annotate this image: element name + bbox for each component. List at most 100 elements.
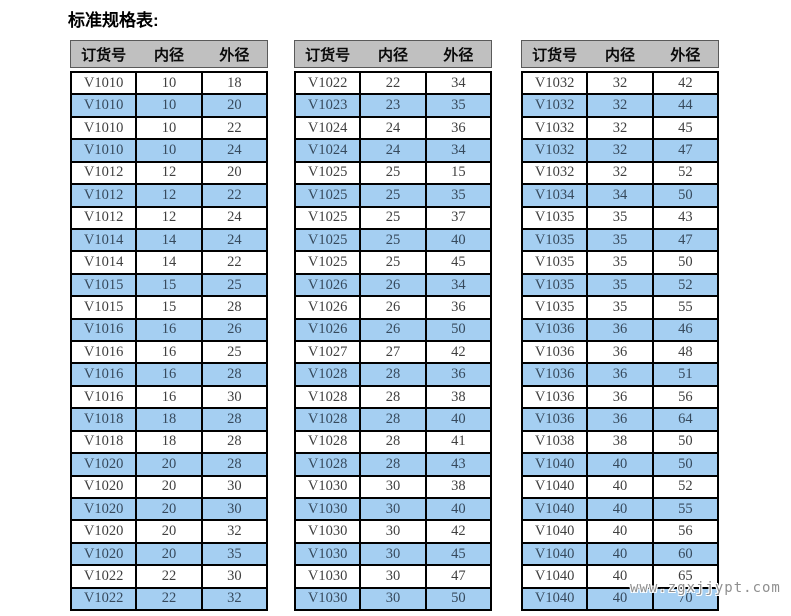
cell-outer-diameter: 47 — [451, 567, 466, 584]
cell-inner-diameter: 40 — [588, 521, 654, 542]
cell-order-no: V1028 — [296, 431, 362, 453]
cell-order-no: V1032 — [523, 73, 589, 94]
table-row: V1022 22 30 — [72, 566, 266, 589]
cell-order-no: V1040 — [523, 454, 589, 475]
cell-order-no: V1036 — [523, 364, 589, 385]
table-row: V1023 23 35 — [296, 95, 490, 118]
table-row: V1034 34 50 — [523, 185, 717, 208]
cell-order-no: V1035 — [523, 229, 589, 251]
cell-inner-diameter: 14 — [137, 229, 203, 251]
cell-order-no: V1022 — [72, 566, 138, 587]
cell-inner-diameter: 12 — [137, 207, 203, 228]
cell-outer-diameter: 44 — [678, 97, 693, 114]
column-header: 订货号 — [305, 47, 351, 64]
cell-inner-diameter: 24 — [361, 140, 427, 161]
cell-inner-diameter: 36 — [588, 409, 654, 430]
cell-outer-diameter: 22 — [227, 254, 242, 271]
cell-inner-diameter: 32 — [588, 95, 654, 116]
cell-order-no: V1036 — [523, 342, 589, 363]
table-row: V1025 25 40 — [296, 229, 490, 253]
table-row: V1010 10 22 — [72, 117, 266, 141]
table-row: V1018 18 28 — [72, 409, 266, 432]
cell-order-no: V1024 — [296, 117, 362, 139]
cell-outer-diameter: 35 — [451, 97, 466, 114]
table-row: V1035 35 43 — [523, 207, 717, 230]
cell-inner-diameter: 16 — [137, 386, 203, 408]
table-row: V1040 40 52 — [523, 476, 717, 500]
column-header: 内径 — [153, 47, 184, 64]
table-row: V1030 30 40 — [296, 499, 490, 522]
cell-order-no: V1020 — [72, 543, 138, 565]
table-row: V1036 36 46 — [523, 319, 717, 343]
table-row: V1025 25 45 — [296, 252, 490, 275]
cell-inner-diameter: 32 — [588, 73, 654, 94]
cell-outer-diameter: 20 — [227, 164, 242, 181]
watermark-text: www.zgxjjypt.com — [630, 580, 781, 596]
cell-outer-diameter: 24 — [227, 231, 242, 248]
cell-outer-diameter: 46 — [678, 321, 693, 338]
cell-outer-diameter: 35 — [227, 545, 242, 562]
cell-outer-diameter: 50 — [678, 186, 693, 203]
cell-outer-diameter: 34 — [451, 74, 466, 91]
cell-inner-diameter: 16 — [137, 364, 203, 385]
cell-order-no: V1018 — [72, 409, 138, 430]
column-header: 内径 — [377, 47, 408, 64]
cell-outer-diameter: 38 — [451, 478, 466, 495]
table-row: V1026 26 34 — [296, 274, 490, 298]
cell-outer-diameter: 30 — [227, 388, 242, 405]
table-header-row: 订货号 内径 外径 — [521, 40, 719, 68]
cell-order-no: V1012 — [72, 207, 138, 228]
spec-table-1: 订货号 内径 外径 V1010 10 18 V1010 10 20 V1010 10 22 V1010 1… — [70, 40, 268, 611]
cell-inner-diameter: 26 — [361, 274, 427, 296]
cell-inner-diameter: 28 — [361, 409, 427, 430]
table-row: V1028 28 38 — [296, 386, 490, 410]
cell-outer-diameter: 40 — [451, 231, 466, 248]
table-row: V1036 36 64 — [523, 409, 717, 432]
column-header: 内径 — [604, 47, 635, 64]
cell-outer-diameter: 60 — [678, 545, 693, 562]
cell-outer-diameter: 32 — [227, 523, 242, 540]
table-body: V1032 32 42 V1032 32 44 V1032 32 45 V1032 32 47 V103… — [521, 71, 719, 611]
cell-order-no: V1040 — [523, 499, 589, 520]
cell-inner-diameter: 35 — [588, 207, 654, 228]
cell-order-no: V1010 — [72, 95, 138, 116]
cell-outer-diameter: 55 — [678, 298, 693, 315]
table-row: V1010 10 18 — [72, 73, 266, 96]
cell-outer-diameter: 20 — [227, 97, 242, 114]
cell-inner-diameter: 22 — [137, 566, 203, 587]
cell-order-no: V1010 — [72, 140, 138, 161]
cell-inner-diameter: 36 — [588, 386, 654, 408]
cell-outer-diameter: 24 — [227, 209, 242, 226]
cell-outer-diameter: 40 — [451, 500, 466, 517]
cell-inner-diameter: 16 — [137, 319, 203, 341]
cell-inner-diameter: 10 — [137, 95, 203, 116]
cell-outer-diameter: 41 — [451, 433, 466, 450]
cell-outer-diameter: 32 — [227, 590, 242, 607]
table-row: V1026 26 36 — [296, 297, 490, 320]
cell-inner-diameter: 32 — [588, 162, 654, 184]
cell-outer-diameter: 36 — [451, 119, 466, 136]
column-header: 外径 — [670, 47, 701, 64]
cell-order-no: V1020 — [72, 499, 138, 520]
cell-outer-diameter: 52 — [678, 478, 693, 495]
cell-outer-diameter: 30 — [227, 478, 242, 495]
table-row: V1035 35 47 — [523, 229, 717, 253]
cell-outer-diameter: 70 — [678, 590, 693, 607]
cell-order-no: V1015 — [72, 297, 138, 318]
table-row: V1012 12 22 — [72, 185, 266, 208]
table-row: V1040 40 55 — [523, 499, 717, 522]
cell-outer-diameter: 52 — [678, 276, 693, 293]
table-row: V1012 12 20 — [72, 162, 266, 186]
cell-outer-diameter: 52 — [678, 164, 693, 181]
table-row: V1035 35 55 — [523, 297, 717, 320]
cell-order-no: V1040 — [523, 476, 589, 498]
cell-inner-diameter: 40 — [588, 499, 654, 520]
cell-outer-diameter: 56 — [678, 523, 693, 540]
cell-order-no: V1028 — [296, 386, 362, 408]
cell-inner-diameter: 24 — [361, 117, 427, 139]
spec-table-3: 订货号 内径 外径 V1032 32 42 V1032 32 44 V1032 32 45 V1032 3… — [521, 40, 719, 611]
cell-inner-diameter: 35 — [588, 274, 654, 296]
table-header-row: 订货号 内径 外径 — [70, 40, 268, 68]
cell-order-no: V1030 — [296, 566, 362, 587]
cell-inner-diameter: 14 — [137, 252, 203, 273]
